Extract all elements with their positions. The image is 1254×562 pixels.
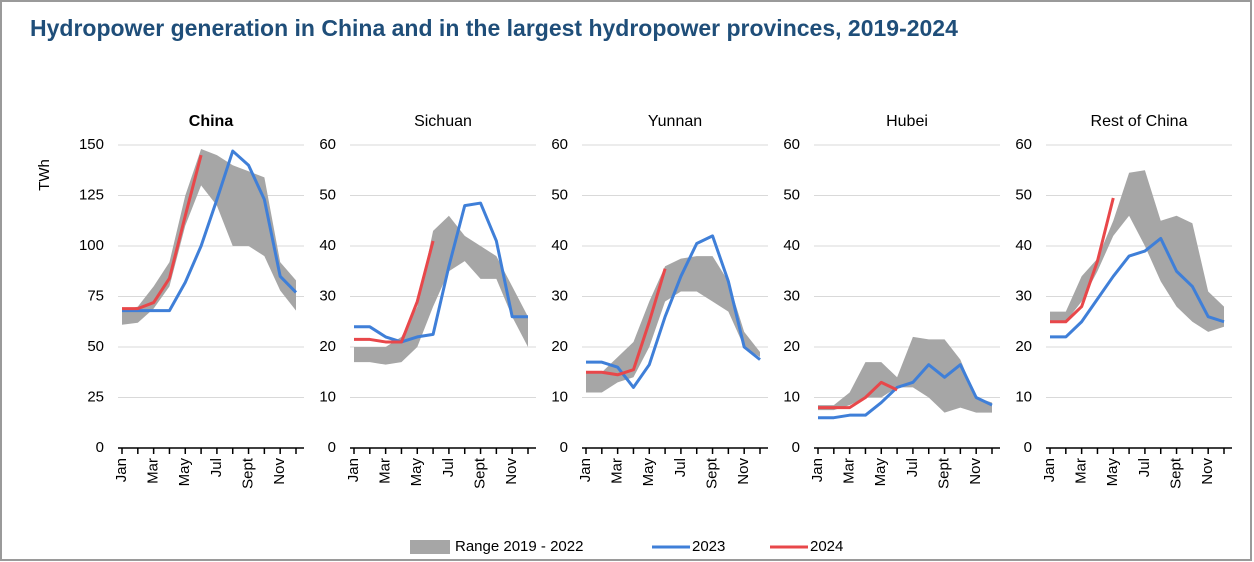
y-tick-label: 20 [1015, 338, 1032, 355]
series-line [586, 268, 667, 377]
series-line [1050, 197, 1115, 324]
y-tick-label: 0 [96, 439, 104, 456]
x-tick-label: Jan [113, 458, 130, 482]
y-tick-label: 30 [551, 287, 568, 304]
legend-swatch [410, 540, 450, 554]
y-tick-label: 125 [79, 186, 104, 203]
y-tick-label: 40 [319, 237, 336, 254]
y-tick-label: 0 [792, 439, 800, 456]
y-tick-label: 30 [1015, 287, 1032, 304]
x-tick-label: Mar [841, 458, 858, 484]
chart-title: Hydropower generation in China and in th… [30, 15, 958, 41]
y-tick-label: 20 [783, 338, 800, 355]
x-tick-label: Jan [809, 458, 826, 482]
range-band [354, 215, 528, 365]
panel-title: Hubei [886, 113, 928, 130]
range-band [586, 256, 760, 393]
x-tick-label: Jul [904, 458, 921, 477]
range-band [122, 149, 296, 325]
x-tick-label: Jul [208, 458, 225, 477]
series-line [586, 234, 761, 389]
range-band [818, 336, 992, 413]
panel-title: Rest of China [1091, 113, 1188, 130]
x-tick-label: Nov [735, 458, 752, 485]
y-tick-label: 50 [783, 186, 800, 203]
y-tick-label: 100 [79, 237, 104, 254]
x-tick-label: May [640, 458, 657, 487]
x-tick-label: Sept [936, 457, 953, 489]
x-tick-label: Sept [240, 457, 257, 489]
x-tick-label: Mar [609, 458, 626, 484]
y-tick-label: 75 [87, 287, 104, 304]
y-tick-label: 10 [783, 388, 800, 405]
y-tick-label: 30 [783, 287, 800, 304]
y-tick-label: 20 [551, 338, 568, 355]
y-tick-label: 40 [1015, 237, 1032, 254]
y-tick-label: 10 [551, 388, 568, 405]
y-tick-label: 25 [87, 388, 104, 405]
series-line [122, 154, 203, 311]
x-tick-label: Jul [440, 458, 457, 477]
x-tick-label: Jan [345, 458, 362, 482]
y-tick-label: 60 [783, 136, 800, 153]
y-tick-label: 0 [560, 439, 568, 456]
x-tick-label: Nov [271, 458, 288, 485]
y-tick-label: 50 [551, 186, 568, 203]
y-tick-label: 10 [1015, 388, 1032, 405]
range-band [1050, 170, 1224, 332]
x-tick-label: Jan [1041, 458, 1058, 482]
x-tick-label: May [1104, 458, 1121, 487]
x-tick-label: May [176, 458, 193, 487]
x-tick-label: Sept [704, 457, 721, 489]
y-tick-label: 60 [551, 136, 568, 153]
series-line [354, 201, 528, 344]
y-tick-label: 20 [319, 338, 336, 355]
series-line [1050, 236, 1225, 339]
y-tick-label: 40 [783, 237, 800, 254]
y-tick-label: 50 [87, 338, 104, 355]
legend-label: Range 2019 - 2022 [455, 538, 583, 555]
series-line [122, 149, 298, 313]
panel-title: China [189, 113, 234, 130]
panel-title: Sichuan [414, 113, 472, 130]
x-tick-label: Nov [503, 458, 520, 485]
x-tick-label: Jul [1136, 458, 1153, 477]
series-line [818, 380, 898, 410]
x-tick-label: May [872, 458, 889, 487]
x-tick-label: Nov [1199, 458, 1216, 485]
y-tick-label: 30 [319, 287, 336, 304]
y-tick-label: 60 [319, 136, 336, 153]
x-tick-label: Mar [145, 458, 162, 484]
panel-title: Yunnan [648, 113, 702, 130]
y-tick-label: 150 [79, 136, 104, 153]
x-tick-label: May [408, 458, 425, 487]
y-tick-label: 40 [551, 237, 568, 254]
x-tick-label: Nov [967, 458, 984, 485]
y-axis-label: TWh [36, 159, 53, 191]
y-tick-label: 60 [1015, 136, 1032, 153]
x-tick-label: Sept [1168, 457, 1185, 489]
x-tick-label: Mar [1073, 458, 1090, 484]
y-tick-label: 50 [1015, 186, 1032, 203]
legend-label: 2023 [692, 538, 725, 555]
x-tick-label: Mar [377, 458, 394, 484]
series-line [818, 363, 993, 420]
legend-label: 2024 [810, 538, 843, 555]
x-tick-label: Jan [577, 458, 594, 482]
x-tick-label: Jul [672, 458, 689, 477]
y-tick-label: 10 [319, 388, 336, 405]
y-tick-label: 0 [1024, 439, 1032, 456]
x-tick-label: Sept [472, 457, 489, 489]
series-line [354, 240, 435, 344]
y-tick-label: 50 [319, 186, 336, 203]
y-tick-label: 0 [328, 439, 336, 456]
